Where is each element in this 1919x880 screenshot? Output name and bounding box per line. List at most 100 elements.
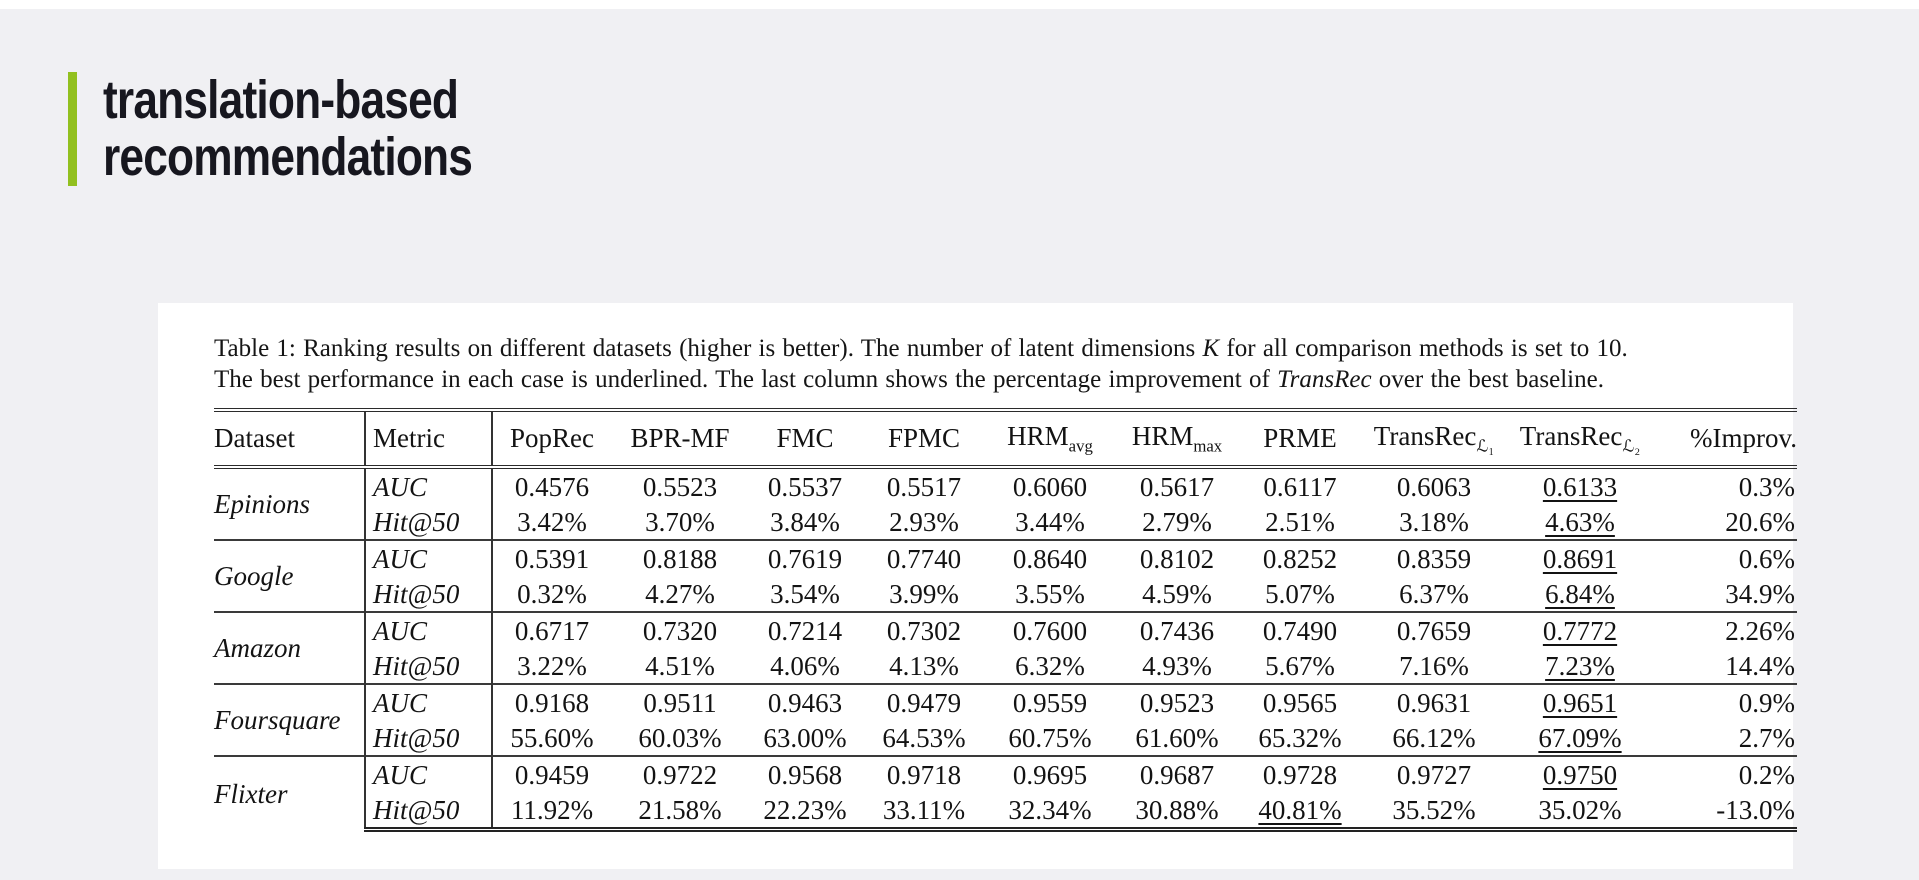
- title-line-1: translation-based: [103, 70, 459, 130]
- value-cell: 0.9523: [1113, 683, 1241, 721]
- caption-text: over the best baseline.: [1371, 366, 1604, 393]
- value-cell: 67.09%: [1538, 722, 1622, 753]
- value-cell: 2.79%: [1142, 506, 1212, 537]
- column-header-metric: Metric: [364, 410, 492, 470]
- value-cell: 0.7320: [611, 611, 749, 649]
- metric-cell: AUC: [364, 683, 492, 721]
- table-row: Flixter AUC 0.9459 0.9722 0.9568 0.9718 0.9695…: [214, 755, 1797, 830]
- value-cell: 0.9168: [491, 683, 611, 721]
- value-cell: 0.7436: [1113, 611, 1241, 649]
- value-cell: 0.6%: [1651, 539, 1797, 577]
- results-table: Dataset Metric PopRec BPR-MF FMC FPMC HRMavg HR…: [214, 408, 1797, 833]
- value-cell: 0.5523: [642, 471, 718, 502]
- value-cell: 40.81%: [1241, 792, 1359, 833]
- column-header-fmc: FMC: [749, 410, 861, 470]
- value-cell: 22.23%: [749, 792, 861, 833]
- value-cell: -13.0%: [1651, 792, 1797, 833]
- value-cell: 0.5391: [491, 539, 611, 577]
- value-cell: 0.7302: [861, 611, 987, 649]
- value-cell: 0.9718: [861, 755, 987, 793]
- value-cell: 0.9631: [1359, 683, 1509, 721]
- value-cell: 0.32%: [491, 576, 611, 613]
- metric-cell: AUC: [364, 755, 492, 793]
- metric-cell: AUC: [364, 467, 492, 505]
- value-cell: 30.88%: [1113, 792, 1241, 833]
- table-row: Hit@50 11.92% 21.58% 22.23% 33.11% 32.34% 30.8…: [214, 792, 1797, 833]
- figure-panel: Table 1: Ranking results on different da…: [158, 303, 1797, 869]
- value-cell: 4.59%: [1142, 578, 1212, 609]
- column-header-transrec-ll: TransRecℒ₁: [1359, 410, 1509, 470]
- column-header-poprec: PopRec: [491, 410, 611, 470]
- value-cell: 3.22%: [491, 648, 611, 685]
- value-cell: 0.7772: [1509, 611, 1651, 649]
- column-header-transrec-ll: TransRecℒ₂: [1509, 410, 1651, 470]
- column-header-prme: PRME: [1241, 410, 1359, 470]
- value-cell: 11.92%: [491, 792, 611, 833]
- metric-cell: Hit@50: [364, 576, 492, 613]
- value-cell: 3.42%: [491, 504, 611, 541]
- table-row: Hit@50 3.22% 4.51% 4.06% 4.13% 6.32% 4.93% 5.67…: [214, 648, 1797, 685]
- value-cell: 4.27%: [645, 578, 715, 609]
- value-cell: 4.51%: [645, 650, 715, 681]
- value-cell: 0.9559: [987, 683, 1113, 721]
- column-header-hrm-avg: HRMavg: [987, 410, 1113, 470]
- table-row: Hit@50 0.32% 4.27% 3.54% 3.99% 3.55% 4.59% 5.07…: [214, 576, 1797, 613]
- column-header-hrm-max: HRMmax: [1113, 410, 1241, 470]
- value-cell: 3.99%: [889, 578, 959, 609]
- value-cell: 2.26%: [1651, 611, 1797, 649]
- value-cell: 3.55%: [1015, 578, 1085, 609]
- table-head-row: Dataset Metric PopRec BPR-MF FMC FPMC HRMavg HR…: [214, 410, 1797, 470]
- value-cell: 0.9750: [1509, 755, 1651, 793]
- value-cell: 5.67%: [1265, 650, 1335, 681]
- caption-line-1: Table 1: Ranking results on different da…: [214, 333, 1786, 364]
- value-cell: 0.8640: [987, 539, 1113, 577]
- value-cell: 0.9479: [861, 683, 987, 721]
- title-accent-bar: [68, 72, 77, 186]
- dataset-name: Flixter: [214, 755, 365, 830]
- value-cell: 3.84%: [770, 506, 840, 537]
- value-cell: 3.18%: [1399, 506, 1469, 537]
- caption-math-k: K: [1202, 335, 1220, 362]
- dataset-name: Epinions: [214, 489, 311, 520]
- column-header-fpmc: FPMC: [861, 410, 987, 470]
- value-cell: 0.6060: [1012, 471, 1088, 502]
- value-cell: 0.2%: [1651, 755, 1797, 793]
- caption-text: for all comparison methods is set to 10.: [1219, 335, 1628, 362]
- value-cell: 0.5617: [1139, 471, 1215, 502]
- value-cell: 0.6717: [491, 611, 611, 649]
- column-header-bprmf: BPR-MF: [611, 410, 749, 470]
- value-cell: 0.6133: [1542, 471, 1618, 502]
- dataset-name: Amazon: [214, 611, 365, 685]
- value-cell: 63.00%: [763, 722, 847, 753]
- value-cell: 0.5517: [886, 471, 962, 502]
- value-cell: 3.70%: [645, 506, 715, 537]
- caption-text: The best performance in each case is und…: [214, 366, 1278, 393]
- slide-title: translation-based recommendations: [103, 70, 473, 186]
- value-cell: 0.7490: [1241, 611, 1359, 649]
- value-cell: 6.37%: [1399, 578, 1469, 609]
- value-cell: 7.16%: [1399, 650, 1469, 681]
- value-cell: 6.84%: [1545, 578, 1615, 609]
- metric-cell: Hit@50: [364, 504, 492, 541]
- value-cell: 61.60%: [1135, 722, 1219, 753]
- caption-transrec: TransRec: [1277, 366, 1372, 393]
- value-cell: 33.11%: [861, 792, 987, 833]
- caption-text: Table 1: Ranking results on different da…: [214, 335, 1203, 362]
- top-white-strip: [0, 0, 1919, 9]
- value-cell: 60.03%: [638, 722, 722, 753]
- value-cell: 7.23%: [1545, 650, 1615, 681]
- value-cell: 14.4%: [1725, 650, 1795, 681]
- value-cell: 0.9695: [987, 755, 1113, 793]
- value-cell: 60.75%: [1008, 722, 1092, 753]
- value-cell: 21.58%: [611, 792, 749, 833]
- value-cell: 4.63%: [1545, 506, 1615, 537]
- value-cell: 0.9728: [1241, 755, 1359, 793]
- value-cell: 2.7%: [1738, 722, 1795, 753]
- value-cell: 65.32%: [1258, 722, 1342, 753]
- value-cell: 32.34%: [987, 792, 1113, 833]
- value-cell: 0.7619: [749, 539, 861, 577]
- metric-cell: AUC: [364, 539, 492, 577]
- value-cell: 5.07%: [1265, 578, 1335, 609]
- table-row: Hit@50 55.60% 60.03% 63.00% 64.53% 60.75% 61.6…: [214, 720, 1797, 757]
- value-cell: 6.32%: [1015, 650, 1085, 681]
